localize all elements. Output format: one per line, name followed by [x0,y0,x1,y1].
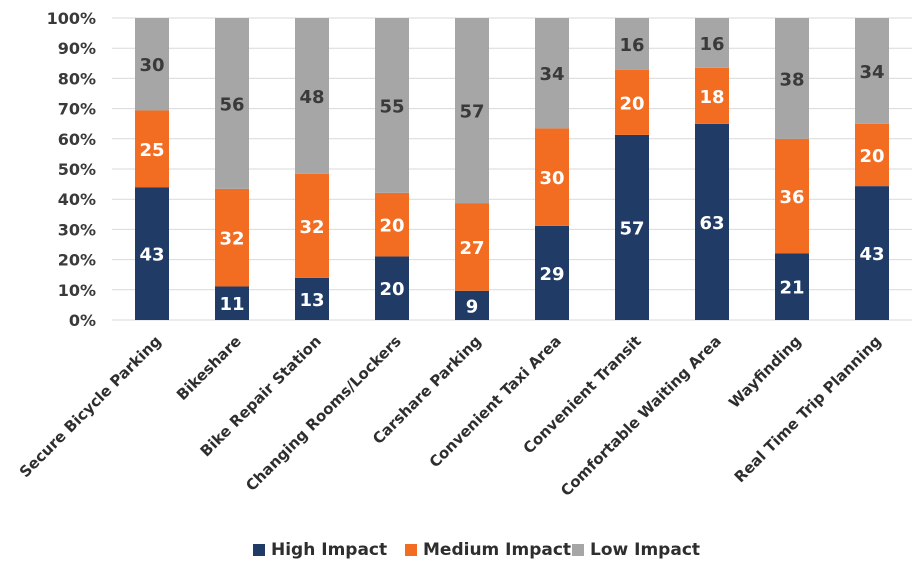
bar-segment [695,123,729,320]
data-label: 20 [379,216,404,237]
y-tick-label: 20% [58,251,96,270]
data-label: 16 [699,34,724,55]
x-tick-label: Secure Bicycle Parking [16,332,165,481]
bar-segment [535,128,569,226]
bar-segment [375,256,409,320]
legend-swatch [405,544,417,556]
data-label: 56 [219,94,244,115]
data-label: 30 [139,55,164,76]
bar-segment [775,18,809,139]
y-tick-label: 30% [58,220,96,239]
bar-segment [295,18,329,174]
data-label: 30 [539,168,564,189]
x-tick-label: Convenient Taxi Area [426,332,565,471]
legend-swatch [253,544,265,556]
data-label: 11 [219,294,244,315]
bar-segment [295,173,329,278]
data-label: 48 [299,87,324,108]
bar-segment [695,67,729,124]
bar-segment [855,123,889,187]
bar-segment [135,18,169,111]
y-tick-label: 100% [47,9,96,28]
data-label: 38 [779,69,804,90]
bar-segment [215,188,249,287]
bar-segment [135,110,169,188]
bar-segment [215,286,249,320]
bar-segment [535,225,569,320]
data-label: 63 [699,213,724,234]
legend: High Impact Medium Impact Low Impact [253,540,700,560]
legend-label: Low Impact [590,540,700,560]
bar-segment [215,18,249,189]
bar-segment [535,18,569,129]
bar-segment [455,290,489,320]
bars: 43 25 30 11 32 56 13 32 48 20 20 55 9 27 57 29 30 34 57 20 1… [135,18,889,320]
bar-segment [855,18,889,124]
bar-segment [375,192,409,257]
bar-segment [455,18,489,204]
y-tick-label: 0% [69,311,96,330]
y-tick-label: 10% [58,281,96,300]
data-label: 21 [779,278,804,299]
data-label: 29 [539,264,564,285]
data-label: 32 [299,217,324,238]
data-label: 18 [699,87,724,108]
bar-segment [295,277,329,320]
data-label: 16 [619,35,644,56]
y-axis: 0% 10% 20% 30% 40% 50% 60% 70% 80% 90% 100% [47,9,96,330]
data-label: 20 [379,279,404,300]
data-label: 27 [459,238,484,259]
data-label: 55 [379,96,404,117]
data-label: 34 [859,62,884,83]
y-tick-label: 50% [58,160,96,179]
data-label: 25 [139,140,164,161]
bar-segment [455,203,489,291]
bar-segment [135,187,169,320]
x-tick-label: Changing Rooms/Lockers [242,332,405,495]
data-label: 13 [299,290,324,311]
data-label: 36 [779,187,804,208]
y-tick-label: 70% [58,100,96,119]
legend-label: High Impact [271,540,387,560]
bar-segment [695,18,729,68]
bar-segment [615,69,649,135]
bar-segment [775,138,809,254]
y-tick-label: 40% [58,190,96,209]
data-label: 34 [539,64,564,85]
legend-label: Medium Impact [423,540,571,560]
bar-segment [615,134,649,320]
data-label: 43 [139,245,164,266]
data-label: 43 [859,244,884,265]
data-label: 32 [219,229,244,250]
x-tick-label: Bikeshare [173,332,245,404]
x-tick-label: Comfortable Waiting Area [557,332,725,500]
y-tick-label: 90% [58,39,96,58]
x-tick-label: Wayfinding [725,332,805,412]
data-label: 9 [466,296,479,317]
bar-segment [775,253,809,320]
y-tick-label: 80% [58,69,96,88]
data-label: 20 [619,93,644,114]
bar-segment [615,18,649,70]
y-tick-label: 60% [58,130,96,149]
legend-swatch [572,544,584,556]
data-label: 57 [459,102,484,123]
bar-segment [855,186,889,320]
data-label: 57 [619,218,644,239]
data-label: 20 [859,146,884,167]
x-tick-label: Real Time Trip Planning [731,332,885,486]
bar-segment [375,18,409,193]
